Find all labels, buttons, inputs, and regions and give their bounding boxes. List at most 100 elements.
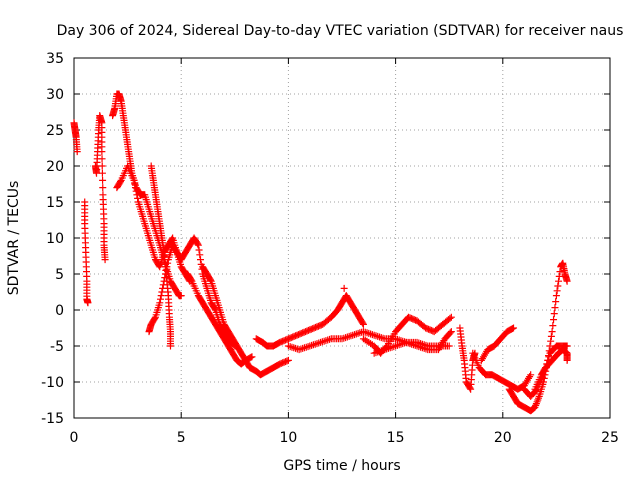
data-point	[101, 256, 109, 264]
x-tick-label: 0	[70, 430, 79, 446]
data-point	[196, 251, 204, 259]
data-point	[99, 176, 107, 184]
data-point	[133, 191, 141, 199]
data-point	[134, 194, 142, 202]
data-point	[555, 272, 563, 280]
x-tick-label: 10	[279, 430, 297, 446]
chart-title: Day 306 of 2024, Sidereal Day-to-day VTE…	[57, 23, 624, 39]
data-point	[158, 288, 166, 296]
data-point	[359, 320, 367, 328]
x-axis-label: GPS time / hours	[283, 458, 400, 474]
data-point	[359, 319, 367, 327]
data-point	[548, 328, 556, 336]
data-point	[544, 356, 552, 364]
data-point	[157, 292, 165, 300]
data-points	[70, 90, 571, 415]
data-point	[211, 305, 219, 313]
series-trace-t	[520, 342, 571, 400]
data-point	[550, 316, 558, 324]
data-point	[166, 342, 174, 350]
data-point	[98, 162, 106, 170]
data-point	[550, 310, 558, 318]
data-point	[284, 356, 292, 364]
data-point	[151, 314, 159, 322]
data-point	[532, 386, 540, 394]
data-point	[98, 148, 106, 156]
data-point	[553, 287, 561, 295]
data-point	[510, 324, 518, 332]
data-point	[248, 353, 256, 361]
series-trace-m	[359, 313, 455, 357]
x-tick-labels: 0 5 10 15 20 25	[70, 430, 619, 446]
data-point	[156, 295, 164, 303]
data-point	[195, 246, 203, 254]
y-tick-label: -10	[41, 375, 64, 391]
data-point	[541, 367, 549, 375]
data-point	[447, 313, 455, 321]
y-tick-label: -5	[50, 339, 64, 355]
y-tick-label: 35	[46, 51, 64, 67]
data-point	[98, 155, 106, 163]
series-trace-i	[199, 263, 292, 379]
series-trace-b	[81, 198, 92, 307]
data-point	[130, 176, 138, 184]
data-point	[132, 187, 140, 195]
data-point	[207, 276, 215, 284]
series-trace-g	[147, 162, 174, 350]
data-point	[447, 328, 455, 336]
data-point	[196, 256, 204, 264]
data-point	[156, 299, 164, 307]
data-point	[546, 342, 554, 350]
data-point	[340, 284, 348, 292]
data-point	[563, 356, 571, 364]
data-point	[527, 371, 535, 379]
data-point	[445, 342, 453, 350]
data-point	[547, 332, 555, 340]
y-tick-label: 0	[55, 303, 64, 319]
data-point	[194, 241, 202, 249]
x-tick-label: 20	[494, 430, 512, 446]
data-point	[131, 180, 139, 188]
data-point	[554, 282, 562, 290]
data-point	[194, 240, 202, 248]
data-point	[545, 353, 553, 361]
y-tick-label: -15	[41, 411, 64, 427]
x-tick-label: 15	[387, 430, 405, 446]
series-trace-p	[469, 349, 535, 393]
data-point	[446, 329, 454, 337]
data-point	[543, 360, 551, 368]
series-trace-o	[456, 324, 479, 393]
data-point	[73, 148, 81, 156]
data-point	[131, 184, 139, 192]
data-point	[552, 292, 560, 300]
series-trace-a	[70, 119, 81, 156]
data-point	[99, 184, 107, 192]
y-tick-label: 10	[46, 231, 64, 247]
series-trace-l	[340, 284, 348, 292]
data-point	[177, 292, 185, 300]
data-point	[187, 276, 195, 284]
data-point	[555, 277, 563, 285]
data-point	[551, 304, 559, 312]
data-point	[98, 169, 106, 177]
data-point	[552, 298, 560, 306]
axis-ticks	[73, 57, 611, 419]
series-trace-c	[91, 112, 109, 264]
y-tick-labels: -15 -10 -5 0 5 10 15 20 25 30 35	[41, 51, 64, 427]
data-point	[116, 178, 124, 186]
data-point	[549, 322, 557, 330]
y-axis-label: SDTVAR / TECUs	[6, 181, 22, 296]
y-tick-label: 15	[46, 195, 64, 211]
y-tick-label: 30	[46, 87, 64, 103]
data-point	[155, 262, 163, 270]
x-tick-label: 25	[601, 430, 619, 446]
series-trace-j	[252, 292, 367, 350]
y-tick-label: 20	[46, 159, 64, 175]
x-tick-label: 5	[177, 430, 186, 446]
y-tick-label: 25	[46, 123, 64, 139]
series-trace-d	[109, 90, 185, 300]
data-point	[540, 371, 548, 379]
series-trace-n	[370, 328, 455, 357]
grid	[74, 58, 610, 418]
